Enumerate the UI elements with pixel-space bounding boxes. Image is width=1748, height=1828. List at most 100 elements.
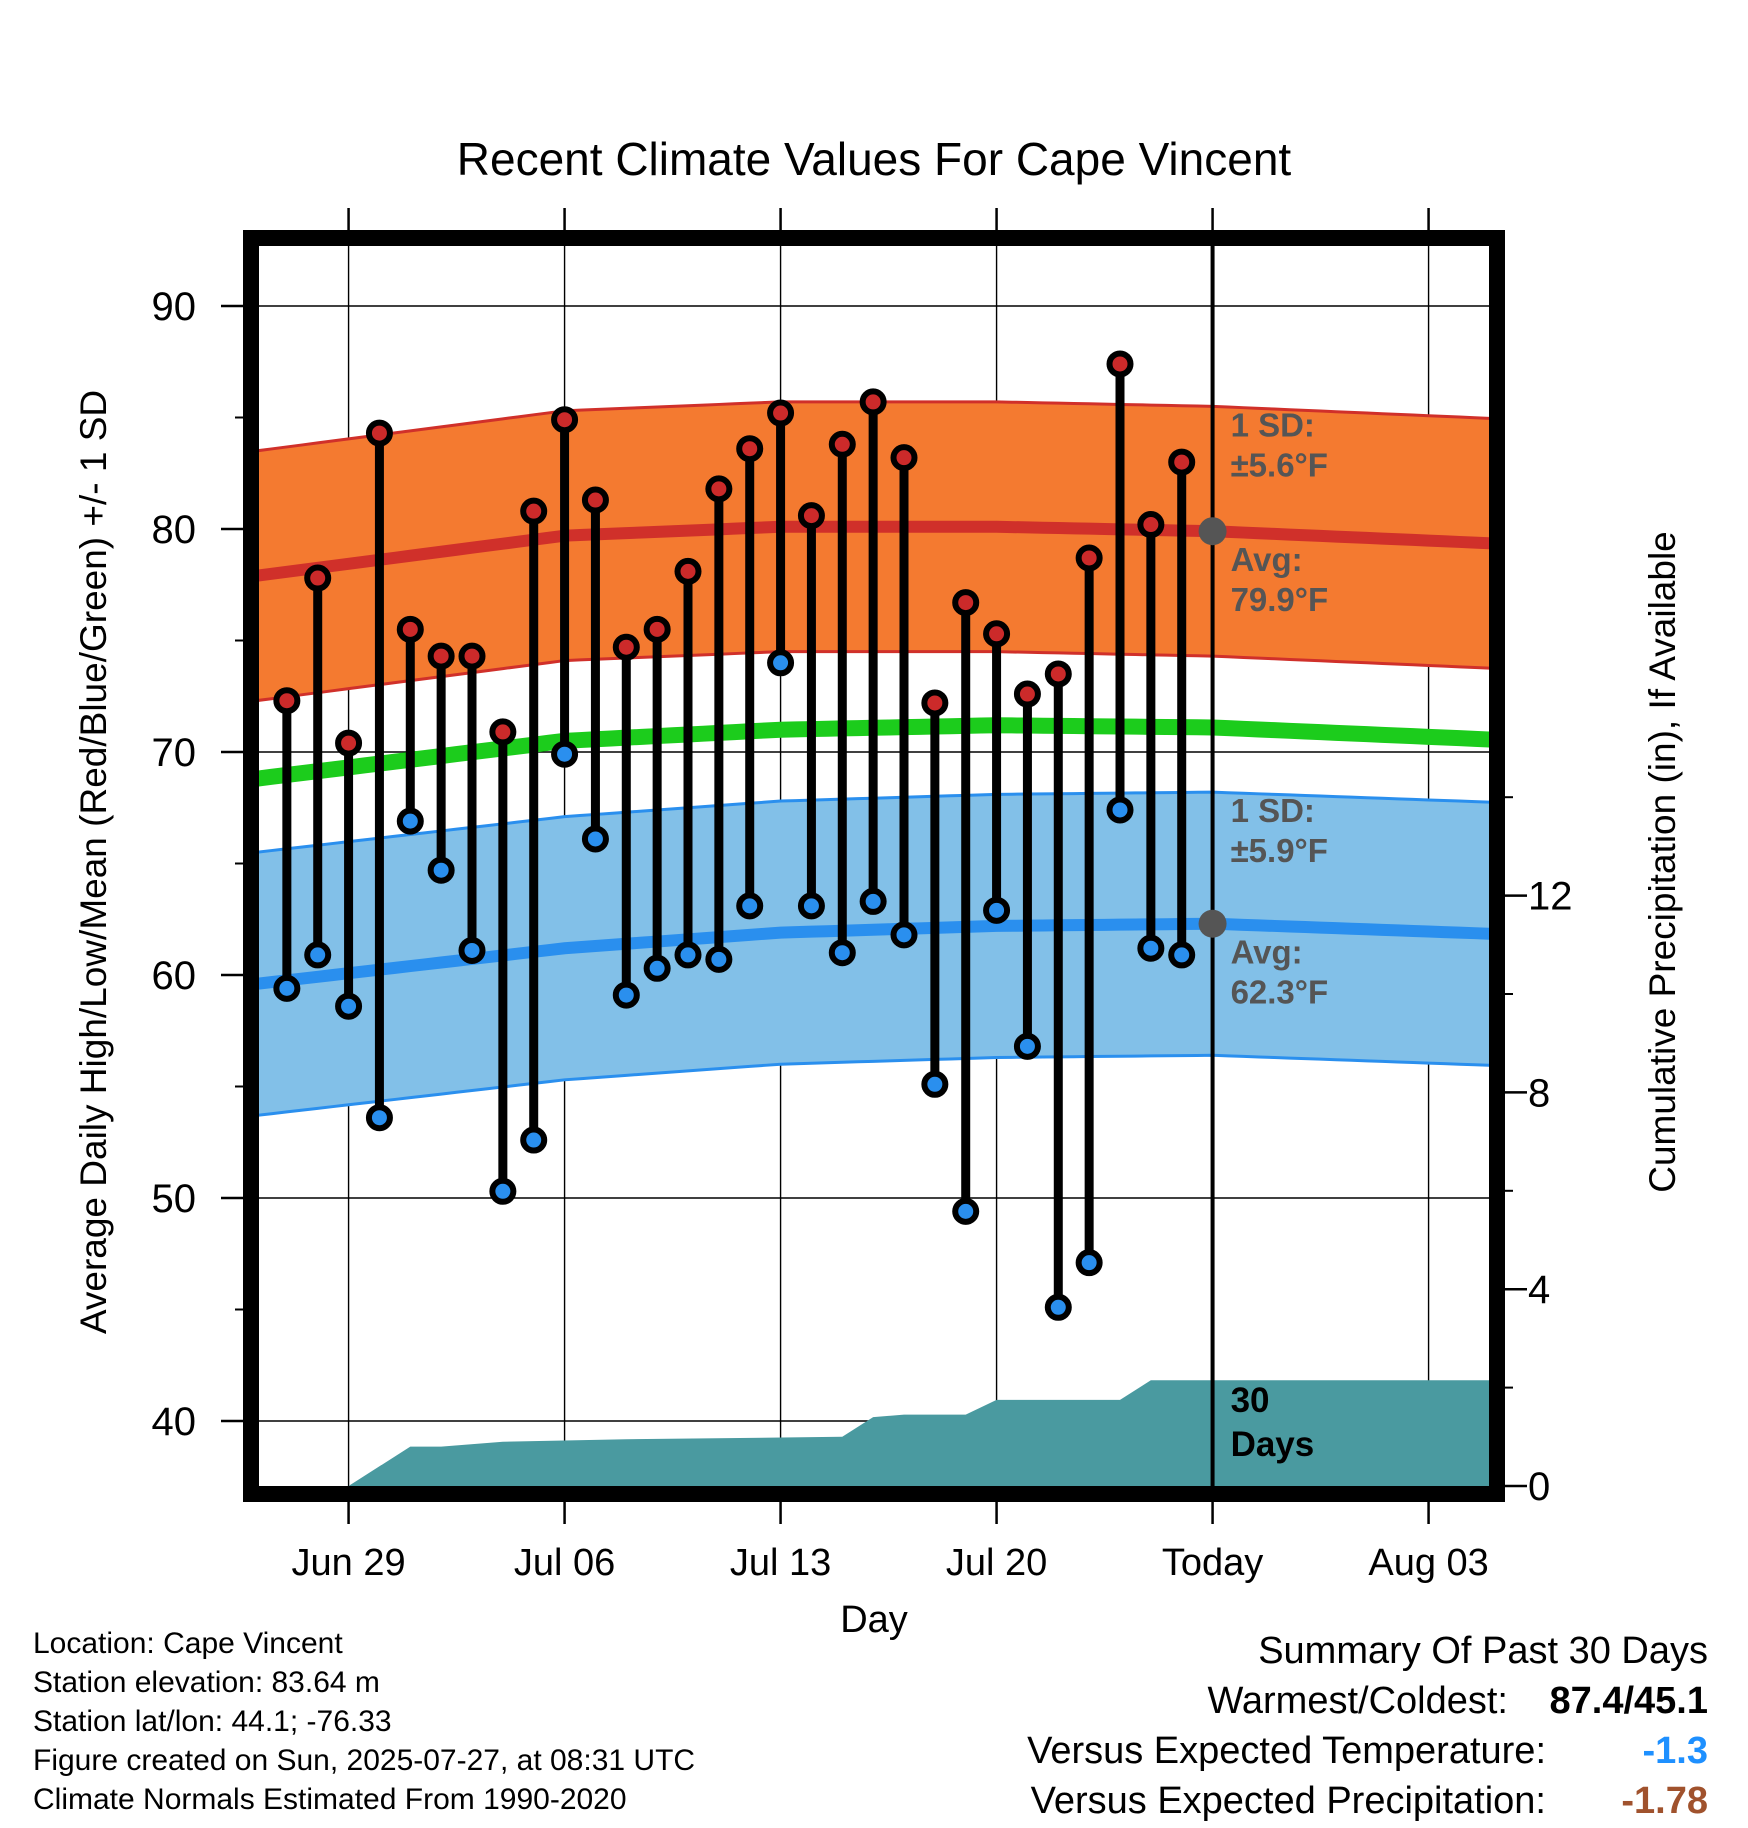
- x-tick-label: Today: [1162, 1542, 1263, 1584]
- today-normal-low-marker: [1198, 909, 1227, 938]
- high-sd-band-lower-edge: [259, 650, 1489, 702]
- plot-frame: [243, 230, 1505, 1502]
- low-avg-value-annotation: 62.3°F: [1231, 974, 1329, 1011]
- daily-low-point: [1013, 1032, 1041, 1060]
- daily-low-point: [489, 1177, 517, 1205]
- daily-low-point: [273, 974, 301, 1002]
- daily-high-point: [1075, 544, 1103, 572]
- daily-low-point: [797, 892, 825, 920]
- daily-high-point: [551, 406, 579, 434]
- daily-high-point: [273, 687, 301, 715]
- daily-low-point: [612, 981, 640, 1009]
- axes: 40 50 60 70 80 90 0 4 8 12 Jun 29 Jul 06 Jul 13 Jul 2…: [152, 208, 1573, 1584]
- low-sd-band-lower-edge: [259, 1053, 1489, 1117]
- warmest-label: Warmest/Coldest:: [1207, 1680, 1508, 1722]
- daily-high-point: [828, 430, 856, 458]
- high-avg-annotation: Avg:: [1231, 541, 1303, 578]
- precip-area: [259, 1380, 1489, 1486]
- y2-tick-label: 4: [1528, 1268, 1550, 1312]
- y2-tick-label: 8: [1528, 1071, 1550, 1115]
- summary-warmest-row: Warmest/Coldest: 87.4/45.1: [1027, 1676, 1708, 1726]
- normal-mean-line: [259, 717, 1489, 787]
- daily-high-point: [304, 564, 332, 592]
- y2-tick-label: 12: [1528, 875, 1573, 919]
- daily-high-point: [983, 620, 1011, 648]
- daily-high-point: [458, 642, 486, 670]
- daily-low-point: [365, 1104, 393, 1132]
- created-text: Figure created on Sun, 2025-07-27, at 08…: [33, 1744, 696, 1777]
- daily-high-point: [612, 633, 640, 661]
- temp-value: -1.3: [1642, 1730, 1708, 1772]
- summary-title: Summary Of Past 30 Days: [1258, 1630, 1708, 1672]
- y-tick-label: 80: [152, 508, 197, 552]
- chart-title: Recent Climate Values For Cape Vincent: [457, 133, 1292, 185]
- y-axis-label: Average Daily High/Low/Mean (Red/Blue/Gr…: [73, 390, 114, 1334]
- daily-low-point: [643, 954, 671, 982]
- daily-high-point: [427, 642, 455, 670]
- high-sd-annotation: 1 SD:: [1231, 406, 1315, 443]
- y-tick-label: 60: [152, 954, 197, 998]
- high-sd-band-upper-edge: [259, 400, 1489, 453]
- summary-precip-row: Versus Expected Precipitation: -1.78: [1027, 1776, 1708, 1826]
- x-tick-label: Aug 03: [1368, 1542, 1488, 1584]
- daily-low-point: [921, 1070, 949, 1098]
- x-tick-label: Jul 06: [514, 1542, 615, 1584]
- daily-low-point: [674, 941, 702, 969]
- daily-low-point: [551, 740, 579, 768]
- daily-low-point: [828, 939, 856, 967]
- low-avg-annotation: Avg:: [1231, 934, 1303, 971]
- days-label-annotation: Days: [1231, 1425, 1315, 1464]
- daily-low-point: [736, 892, 764, 920]
- daily-low-point: [983, 896, 1011, 924]
- low-sd-band-upper-edge: [259, 790, 1489, 854]
- daily-low-point: [520, 1126, 548, 1154]
- daily-low-point: [396, 807, 424, 835]
- x-tick-label: Jul 13: [730, 1542, 831, 1584]
- elevation-text: Station elevation: 83.64 m: [33, 1666, 380, 1699]
- daily-high-point: [396, 615, 424, 643]
- daily-low-point: [859, 887, 887, 915]
- daily-low-point: [705, 945, 733, 973]
- daily-low-point: [1106, 796, 1134, 824]
- daily-low-point: [1044, 1293, 1072, 1321]
- daily-high-point: [1106, 350, 1134, 378]
- daily-low-point: [581, 825, 609, 853]
- normal-high-line: [259, 520, 1489, 582]
- daily-low-point: [458, 936, 486, 964]
- low-sd-band: [259, 792, 1489, 1116]
- daily-high-point: [859, 388, 887, 416]
- daily-low-point: [890, 921, 918, 949]
- daily-low-point: [952, 1197, 980, 1225]
- precip-value: -1.78: [1621, 1780, 1708, 1822]
- daily-low-point: [767, 649, 795, 677]
- daily-low-point: [1168, 941, 1196, 969]
- x-axis-label: Day: [840, 1599, 908, 1641]
- temp-label: Versus Expected Temperature:: [1027, 1730, 1546, 1772]
- y-tick-label: 90: [152, 285, 197, 329]
- daily-high-point: [335, 729, 363, 757]
- location-text: Location: Cape Vincent: [33, 1627, 343, 1660]
- y2-axis-label: Cumulative Precipitation (in), If Availa…: [1642, 531, 1683, 1193]
- daily-high-point: [643, 615, 671, 643]
- latlon-text: Station lat/lon: 44.1; -76.33: [33, 1705, 392, 1738]
- warmest-value: 87.4/45.1: [1549, 1680, 1708, 1722]
- daily-high-point: [736, 435, 764, 463]
- x-tick-label: Jul 20: [946, 1542, 1047, 1584]
- low-sd-annotation: 1 SD:: [1231, 792, 1315, 829]
- daily-high-point: [1044, 660, 1072, 688]
- days-count-annotation: 30: [1231, 1381, 1270, 1420]
- daily-high-point: [1013, 680, 1041, 708]
- daily-high-point: [674, 557, 702, 585]
- high-sd-value-annotation: ±5.6°F: [1231, 446, 1328, 483]
- normals-text: Climate Normals Estimated From 1990-2020: [33, 1783, 627, 1816]
- daily-low-point: [427, 856, 455, 884]
- daily-high-point: [890, 444, 918, 472]
- daily-high-point: [1137, 511, 1165, 539]
- daily-high-point: [520, 497, 548, 525]
- daily-high-point: [797, 502, 825, 530]
- daily-high-point: [489, 718, 517, 746]
- daily-low-point: [304, 941, 332, 969]
